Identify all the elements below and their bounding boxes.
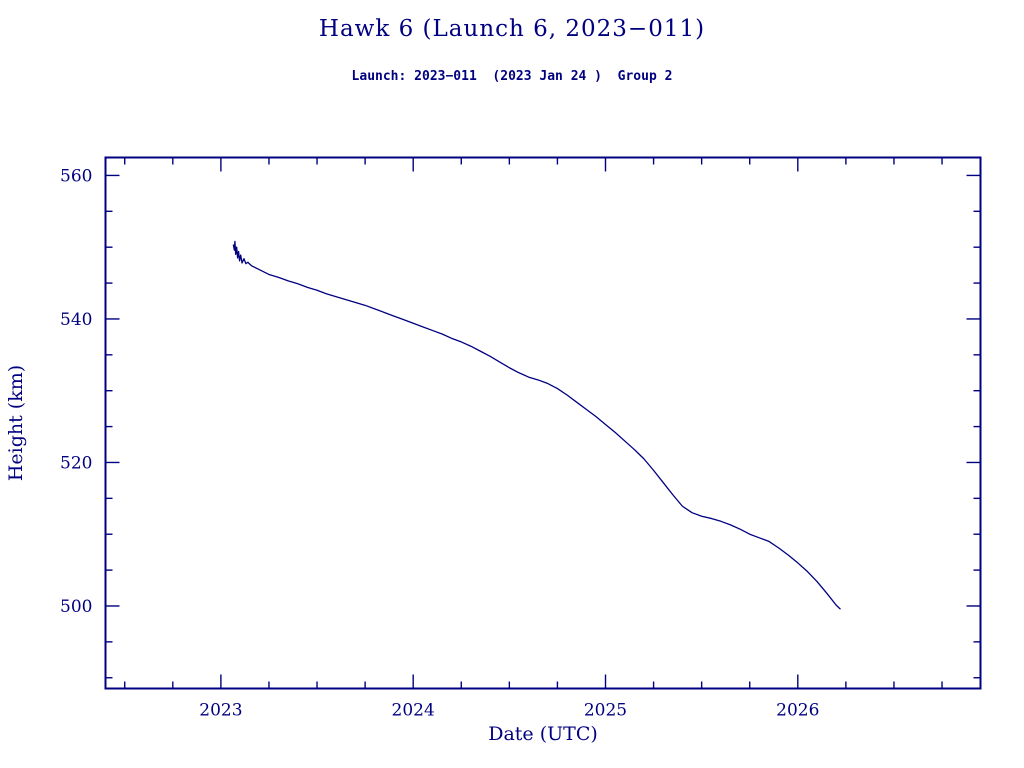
x-axis-label: Date (UTC) — [488, 723, 598, 745]
y-tick-label: 500 — [60, 597, 92, 617]
height-series-line — [232, 240, 841, 610]
y-tick-label: 520 — [60, 453, 92, 473]
plot-frame — [104, 156, 982, 690]
chart-title: Hawk 6 (Launch 6, 2023−011) — [319, 16, 705, 42]
y-axis-label: Height (km) — [5, 365, 27, 481]
x-tick-label: 2024 — [392, 701, 435, 721]
y-tick-label: 540 — [60, 310, 92, 330]
x-tick-label: 2026 — [776, 701, 819, 721]
x-tick-label: 2025 — [584, 701, 627, 721]
chart-subtitle: Launch: 2023−011 (2023 Jan 24 ) Group 2 — [352, 69, 673, 84]
x-tick-label: 2023 — [199, 701, 242, 721]
y-tick-label: 560 — [60, 166, 92, 186]
plot-area: 2023 2024 2025 2026 500 520 540 560 — [60, 156, 982, 721]
